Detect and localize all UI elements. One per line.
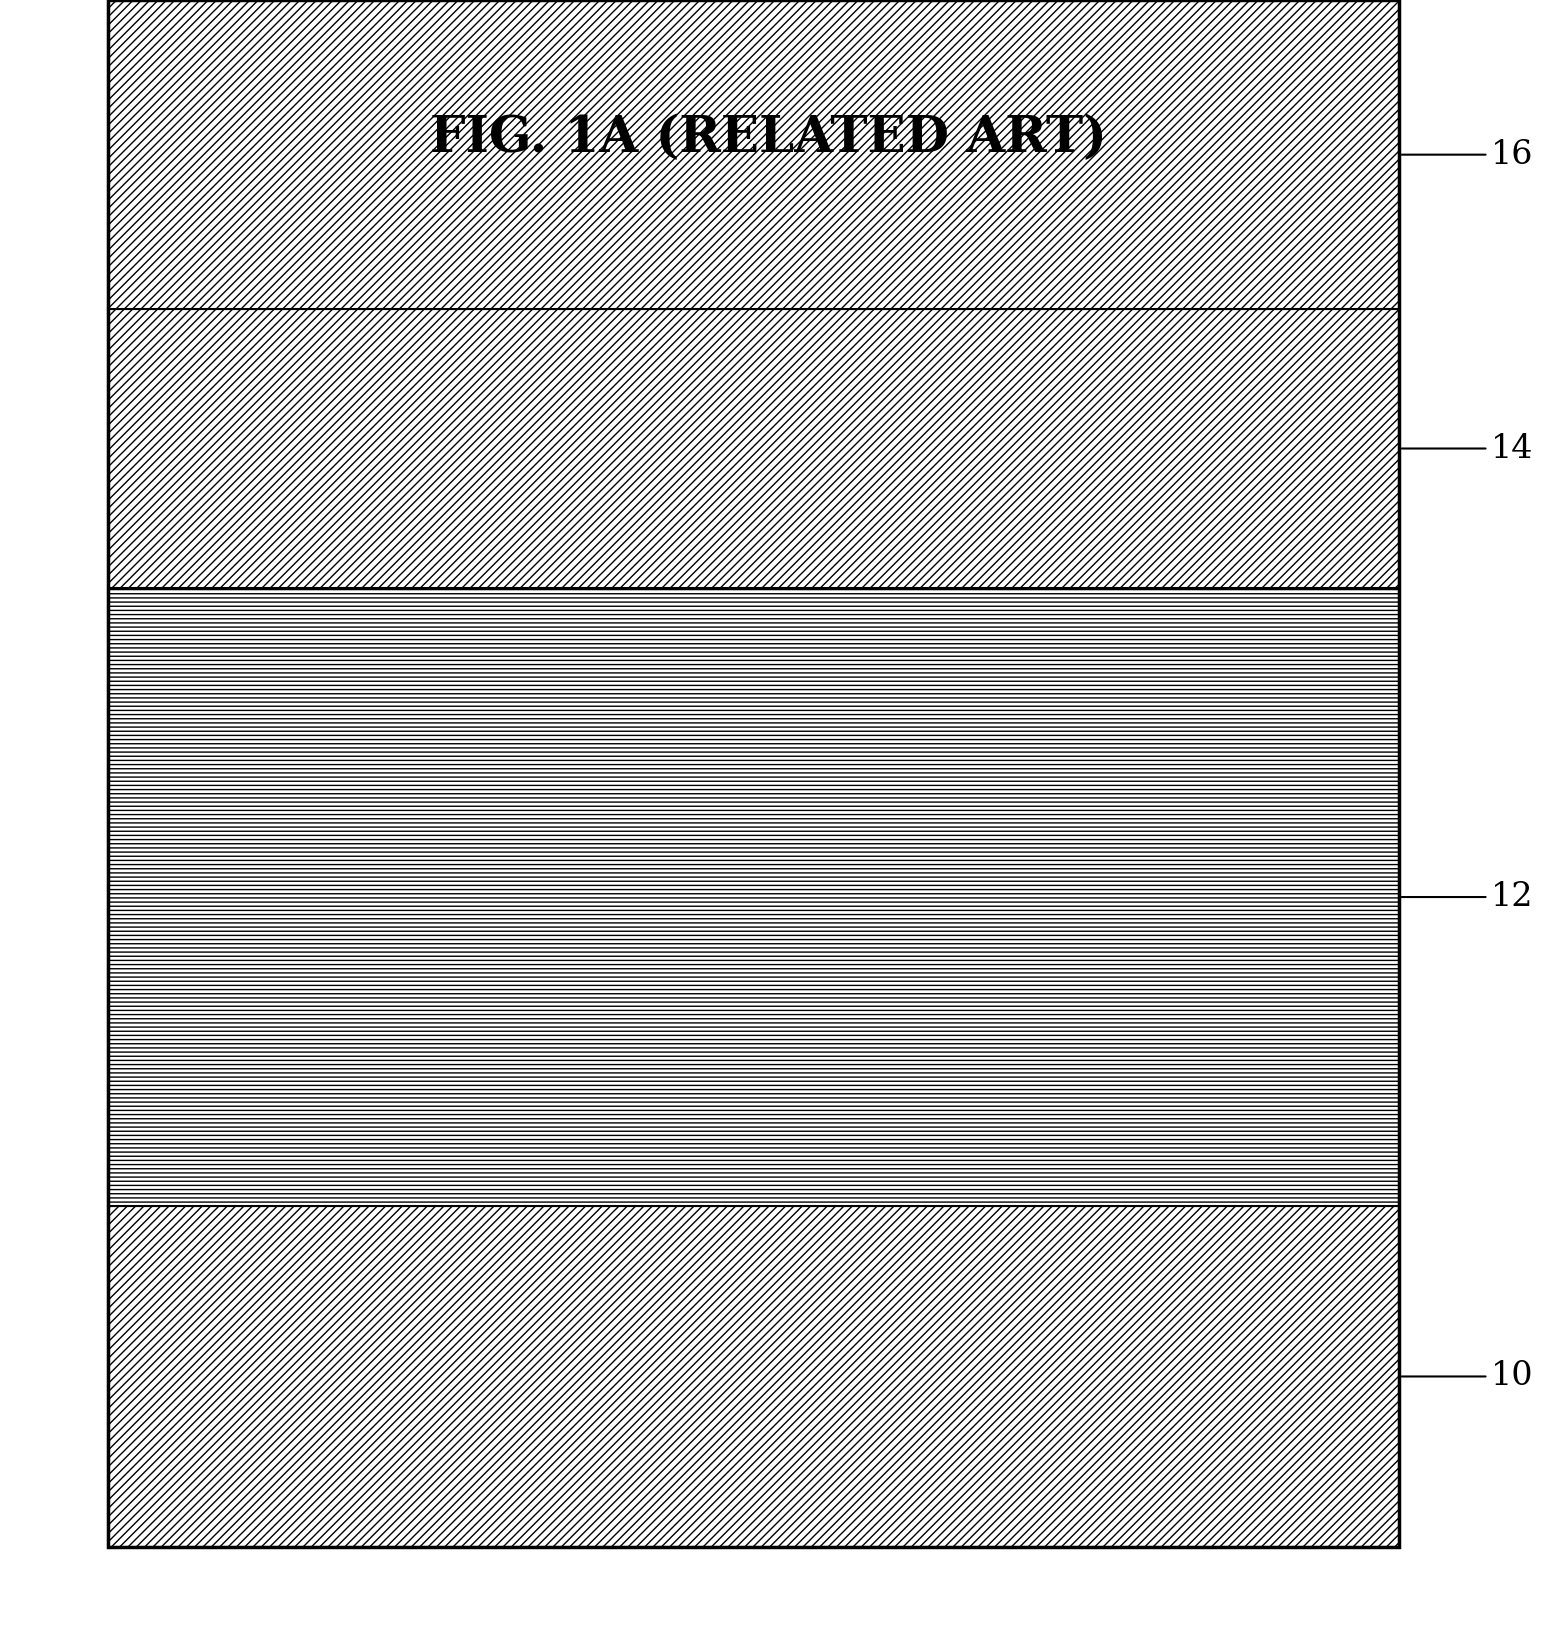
- Bar: [108, 588, 1399, 1206]
- Bar: [108, 1206, 1399, 1547]
- Text: 12: 12: [1402, 881, 1533, 913]
- Bar: [108, 309, 1399, 588]
- Text: 16: 16: [1402, 138, 1533, 171]
- Bar: [108, 0, 1399, 1547]
- Text: 14: 14: [1402, 433, 1533, 464]
- Bar: [108, 0, 1399, 309]
- Text: FIG. 1A (RELATED ART): FIG. 1A (RELATED ART): [431, 114, 1107, 163]
- Text: 10: 10: [1402, 1361, 1533, 1392]
